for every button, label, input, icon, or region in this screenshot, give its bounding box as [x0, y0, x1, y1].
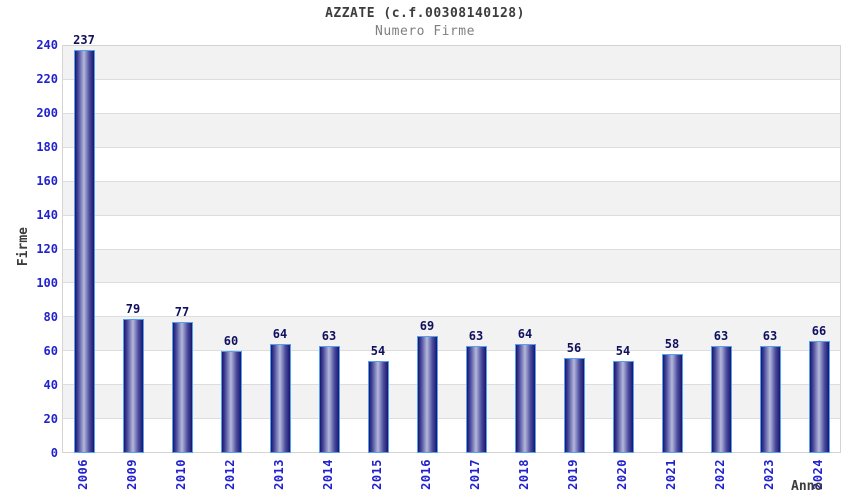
x-axis-title: Anno	[791, 479, 823, 494]
x-tick-label: 2010	[174, 459, 188, 490]
plot-band	[63, 384, 840, 419]
y-tick-label: 180	[36, 140, 58, 154]
plot-band	[63, 282, 840, 317]
y-tick-label: 60	[43, 344, 58, 358]
y-tick-label: 100	[36, 276, 58, 290]
plot-band	[63, 350, 840, 385]
bar-value-label: 64	[272, 327, 288, 341]
bar-value-label: 60	[223, 334, 239, 348]
x-tick-label: 2017	[468, 459, 482, 490]
plot-band	[63, 214, 840, 249]
x-tick-label: 2016	[419, 459, 433, 490]
plot-band	[63, 78, 840, 113]
bar-value-label: 237	[73, 33, 95, 47]
bar-value-label: 69	[419, 319, 435, 333]
plot-band	[63, 146, 840, 181]
bar-value-label: 77	[174, 305, 190, 319]
x-tick-label: 2022	[713, 459, 727, 490]
x-tick-label: 2018	[517, 459, 531, 490]
bar-value-label: 79	[125, 302, 141, 316]
bar-value-label: 64	[517, 327, 533, 341]
x-tick-label: 2015	[370, 459, 384, 490]
bar-value-label: 63	[713, 329, 729, 343]
chart-subtitle: Numero Firme	[375, 24, 475, 39]
y-tick-label: 160	[36, 174, 58, 188]
x-tick-label: 2009	[125, 459, 139, 490]
y-tick-label: 40	[43, 378, 58, 392]
x-tick-label: 2021	[664, 459, 678, 490]
x-tick-label: 2014	[321, 459, 335, 490]
y-axis-title: Firme	[16, 227, 31, 267]
y-tick-label: 240	[36, 38, 58, 52]
y-tick-label: 120	[36, 242, 58, 256]
x-tick-label: 2020	[615, 459, 629, 490]
bar-value-label: 54	[370, 344, 386, 358]
x-tick-label: 2006	[76, 459, 90, 490]
bar-value-label: 58	[664, 337, 680, 351]
y-tick-label: 200	[36, 106, 58, 120]
y-tick-label: 220	[36, 72, 58, 86]
x-tick-label: 2019	[566, 459, 580, 490]
plot-band	[63, 180, 840, 215]
bar-value-label: 63	[321, 329, 337, 343]
bar-value-label: 56	[566, 341, 582, 355]
x-tick-label: 2012	[223, 459, 237, 490]
y-tick-label: 80	[43, 310, 58, 324]
plot-band	[63, 46, 840, 79]
bar-value-label: 66	[811, 324, 827, 338]
chart-title: AZZATE (c.f.00308140128)	[325, 6, 525, 21]
x-tick-label: 2013	[272, 459, 286, 490]
plot-area	[62, 45, 841, 453]
y-tick-label: 0	[50, 446, 58, 460]
plot-band	[63, 112, 840, 147]
x-tick-label: 2023	[762, 459, 776, 490]
plot-band	[63, 248, 840, 283]
plot-band	[63, 418, 840, 453]
bar-value-label: 63	[468, 329, 484, 343]
bar-value-label: 63	[762, 329, 778, 343]
bar-value-label: 54	[615, 344, 631, 358]
y-tick-label: 20	[43, 412, 58, 426]
y-tick-label: 140	[36, 208, 58, 222]
